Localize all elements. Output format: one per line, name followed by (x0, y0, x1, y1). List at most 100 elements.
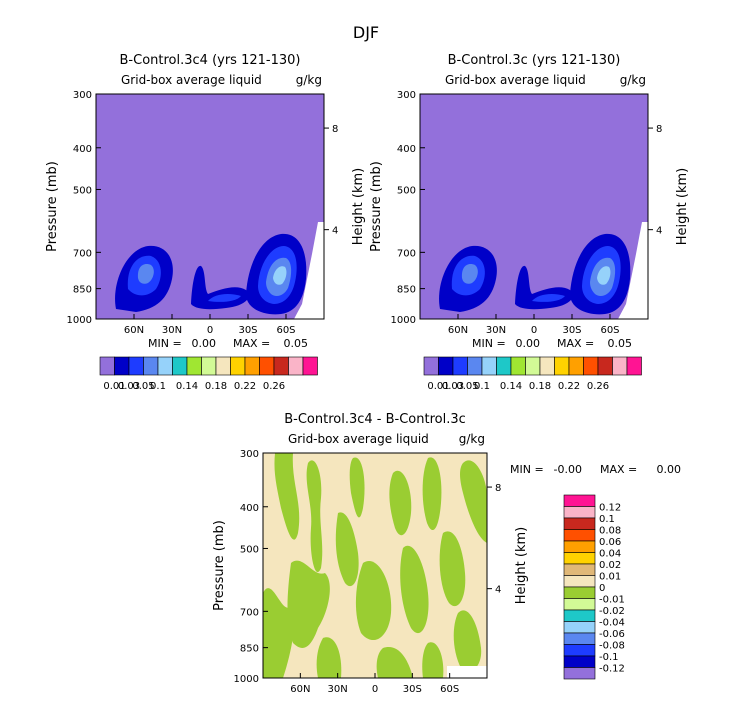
x-tick-label: 0 (531, 325, 537, 336)
y-tick-label: 500 (240, 544, 259, 555)
stats-min-label: MIN = (510, 463, 544, 476)
colorbar-swatch (230, 356, 246, 376)
x-tick-label: 30S (238, 325, 257, 336)
stats-min-value: 0.00 (516, 337, 541, 350)
missing-data-region (618, 222, 648, 319)
colorbar-label: 0.08 (599, 526, 621, 537)
colorbar-swatch (172, 356, 188, 376)
colorbar-swatch (259, 356, 275, 376)
colorbar-label: 0.05 (456, 381, 478, 392)
colorbar-swatch (215, 356, 231, 376)
contour-negative-band (422, 457, 442, 531)
colorbar-swatch (612, 356, 628, 376)
colorbar-label: -0.02 (599, 606, 625, 617)
colorbar-label: 0.04 (599, 549, 621, 560)
colorbar-label: 0.12 (599, 503, 621, 514)
x-tick-label: 0 (207, 325, 213, 336)
contour-negative-band (453, 610, 482, 672)
y-tick-label: 700 (73, 248, 92, 259)
y-tick-label: 300 (73, 90, 92, 101)
colorbar-label: 0.18 (529, 381, 551, 392)
y-tick-label: 500 (397, 185, 416, 196)
colorbar-label: 0.01 (427, 381, 449, 392)
x-tick-label: 30N (328, 684, 348, 695)
colorbar-label: 0.01 (103, 381, 125, 392)
colorbar-swatch (467, 356, 483, 376)
y-tick-label: 400 (73, 144, 92, 155)
y-tick-label: 1000 (234, 674, 259, 685)
y-right-axis-label: Height (km) (514, 527, 529, 604)
colorbar-label: -0.06 (599, 629, 625, 640)
stats-min-label: MIN = (472, 337, 506, 350)
colorbar-swatch (288, 356, 304, 376)
colorbar-label: 0.03 (118, 381, 140, 392)
colorbar-label: 0.05 (132, 381, 154, 392)
y-right-axis-label: Height (km) (351, 168, 366, 245)
y-tick-label: 300 (240, 449, 259, 460)
y-tick-label: 1000 (67, 315, 92, 326)
contour-negative-band (400, 545, 429, 634)
y-axis-label: Pressure (mb) (369, 161, 384, 252)
colorbar-swatch (423, 356, 439, 376)
colorbar-swatch (128, 356, 144, 376)
panel-top-left: 300 400 500 700 850 1000 8 4 60N 30N 0 30S 60S B-Cont… (45, 53, 366, 392)
y-right-tick-label: 8 (332, 124, 338, 135)
colorbar-swatch (481, 356, 497, 376)
colorbar-swatch (186, 356, 202, 376)
panel-title: B-Control.3c (yrs 121-130) (448, 53, 621, 68)
colorbar-swatch (563, 609, 596, 622)
colorbar-swatch (563, 575, 596, 588)
y-tick-label: 850 (73, 285, 92, 296)
colorbar-swatch (563, 586, 596, 599)
colorbar-swatch (273, 356, 289, 376)
panel-units: g/kg (459, 432, 485, 446)
colorbar-label: 0.22 (234, 381, 256, 392)
y-tick-label: 700 (397, 248, 416, 259)
stats-min-value: -0.00 (554, 463, 582, 476)
y-axis-label: Pressure (mb) (212, 520, 227, 611)
stats-max-value: 0.00 (657, 463, 682, 476)
panel-title: B-Control.3c4 (yrs 121-130) (120, 53, 301, 68)
x-tick-label: 60N (124, 325, 144, 336)
colorbar-swatch (452, 356, 468, 376)
colorbar-label: -0.04 (599, 618, 625, 629)
contour-field (420, 94, 648, 319)
stats-max-value: 0.05 (608, 337, 633, 350)
colorbar-swatch (597, 356, 613, 376)
contour-field (96, 94, 324, 319)
colorbar-swatch (99, 356, 115, 376)
contour-negative-band (274, 453, 300, 540)
colorbar-swatch (438, 356, 454, 376)
colorbar-label: 0.18 (205, 381, 227, 392)
x-tick-label: 60S (600, 325, 619, 336)
y-right-tick-label: 8 (495, 483, 501, 494)
contour-negative-band (335, 512, 359, 587)
colorbar-swatch (510, 356, 526, 376)
colorbar-label: 0.22 (558, 381, 580, 392)
colorbar-label: 0.14 (500, 381, 522, 392)
colorbar-label: -0.01 (599, 595, 625, 606)
x-tick-label: 30N (162, 325, 182, 336)
panel-units: g/kg (296, 73, 322, 87)
colorbar-label: 0.14 (176, 381, 198, 392)
colorbar-swatch (496, 356, 512, 376)
colorbar-swatch (563, 529, 596, 542)
colorbar-swatch (626, 356, 642, 376)
panel-top-right: 300 400 500 700 850 1000 8 4 60N 30N 0 30S 60S B-Cont… (369, 53, 690, 392)
contour-nh-cluster (461, 264, 478, 284)
colorbar-swatch (201, 356, 217, 376)
stats-max-label: MAX = (233, 337, 270, 350)
x-tick-label: 0 (372, 684, 378, 695)
colorbar-label: 0.03 (442, 381, 464, 392)
contour-negative-band (263, 588, 295, 678)
panel-subtitle: Grid-box average liquid (288, 432, 429, 446)
colorbar-swatch (563, 632, 596, 645)
contour-negative-band (306, 460, 323, 573)
contour-negative-band (287, 560, 330, 648)
contour-negative-band (389, 470, 412, 536)
contour-negative-band (422, 642, 444, 678)
contour-negative-band (376, 647, 413, 678)
missing-data-region (447, 666, 487, 678)
